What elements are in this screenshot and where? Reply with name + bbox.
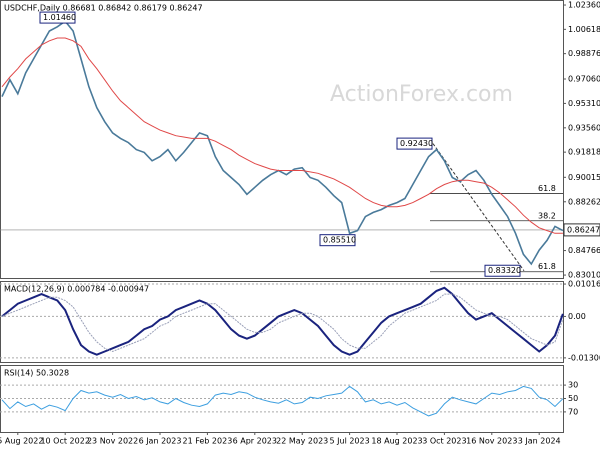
x-tick-label: 6 Apr 2023 (233, 437, 277, 446)
rsi-line (1, 385, 564, 417)
x-tick-label: 6 Jan 2023 (139, 437, 182, 446)
x-tick-label: 25 Aug 2022 (0, 437, 43, 446)
price-line (1, 20, 564, 266)
price-annotation: 0.83320 (488, 266, 521, 275)
x-tick-label: 10 Oct 2022 (40, 437, 89, 446)
current-price-label: 0.86247 (567, 225, 600, 234)
x-tick-label: 21 Feb 2023 (183, 437, 233, 446)
x-tick-label: 23 Nov 2022 (87, 437, 138, 446)
x-tick-label: 3 Jan 2024 (518, 437, 561, 446)
price-annotation: 0.92430 (400, 139, 433, 148)
price-annotation: 0.85510 (323, 236, 356, 245)
y-tick-label: 0.97060 (568, 74, 600, 83)
y-tick-label: 1.00618 (568, 25, 600, 34)
y-tick-label: 0.98876 (568, 49, 600, 58)
signal-line (1, 293, 564, 353)
price-annotation: 1.01460 (43, 13, 76, 22)
y-tick-label: 0.90015 (568, 173, 600, 182)
y-tick-label: 1.02360 (568, 1, 600, 10)
trend-line (432, 143, 525, 272)
y-tick-label: 50 (568, 394, 578, 403)
macd-line (1, 286, 564, 356)
fib-label: 61.8 (538, 262, 556, 271)
x-tick-label: 3 Oct 2023 (422, 437, 466, 446)
price-annotation-box (39, 11, 76, 24)
price-annotation-box (484, 264, 521, 277)
y-tick-label: 0.93560 (568, 123, 600, 132)
x-tick-label: 22 May 2023 (276, 437, 328, 446)
y-tick-label: 0.84766 (568, 246, 600, 255)
y-tick-label: 0.88262 (568, 197, 600, 206)
y-tick-label: 0.95310 (568, 99, 600, 108)
watermark: ActionForex.com (330, 82, 513, 107)
y-tick-label: 30 (568, 381, 578, 390)
panel-frame (0, 281, 564, 363)
x-tick-label: 18 Aug 2023 (371, 437, 422, 446)
x-tick-label: 16 Nov 2023 (466, 437, 517, 446)
x-tick-label: 5 Jul 2023 (330, 437, 370, 446)
moving-average (1, 37, 563, 234)
fib-label: 61.8 (538, 184, 556, 193)
y-tick-label: 70 (568, 407, 578, 416)
panel-title: MACD(12,26,9) 0.000784 -0.000947 (4, 285, 149, 294)
panel-title: USDCHF,Daily 0.86681 0.86842 0.86179 0.8… (4, 4, 203, 13)
y-tick-label: 0.83010 (568, 271, 600, 280)
price-annotation-box (396, 137, 433, 150)
current-price-box (563, 223, 600, 237)
y-tick-label: 0.010166 (568, 280, 600, 289)
price-annotation-box (319, 234, 356, 247)
y-tick-label: 0.00 (568, 312, 586, 321)
fib-label: 38.2 (538, 211, 556, 220)
panel-frame (0, 0, 564, 279)
y-tick-label: 0.91818 (568, 148, 600, 157)
panel-title: RSI(14) 50.3028 (4, 369, 69, 378)
y-tick-label: -0.013006 (568, 353, 600, 362)
